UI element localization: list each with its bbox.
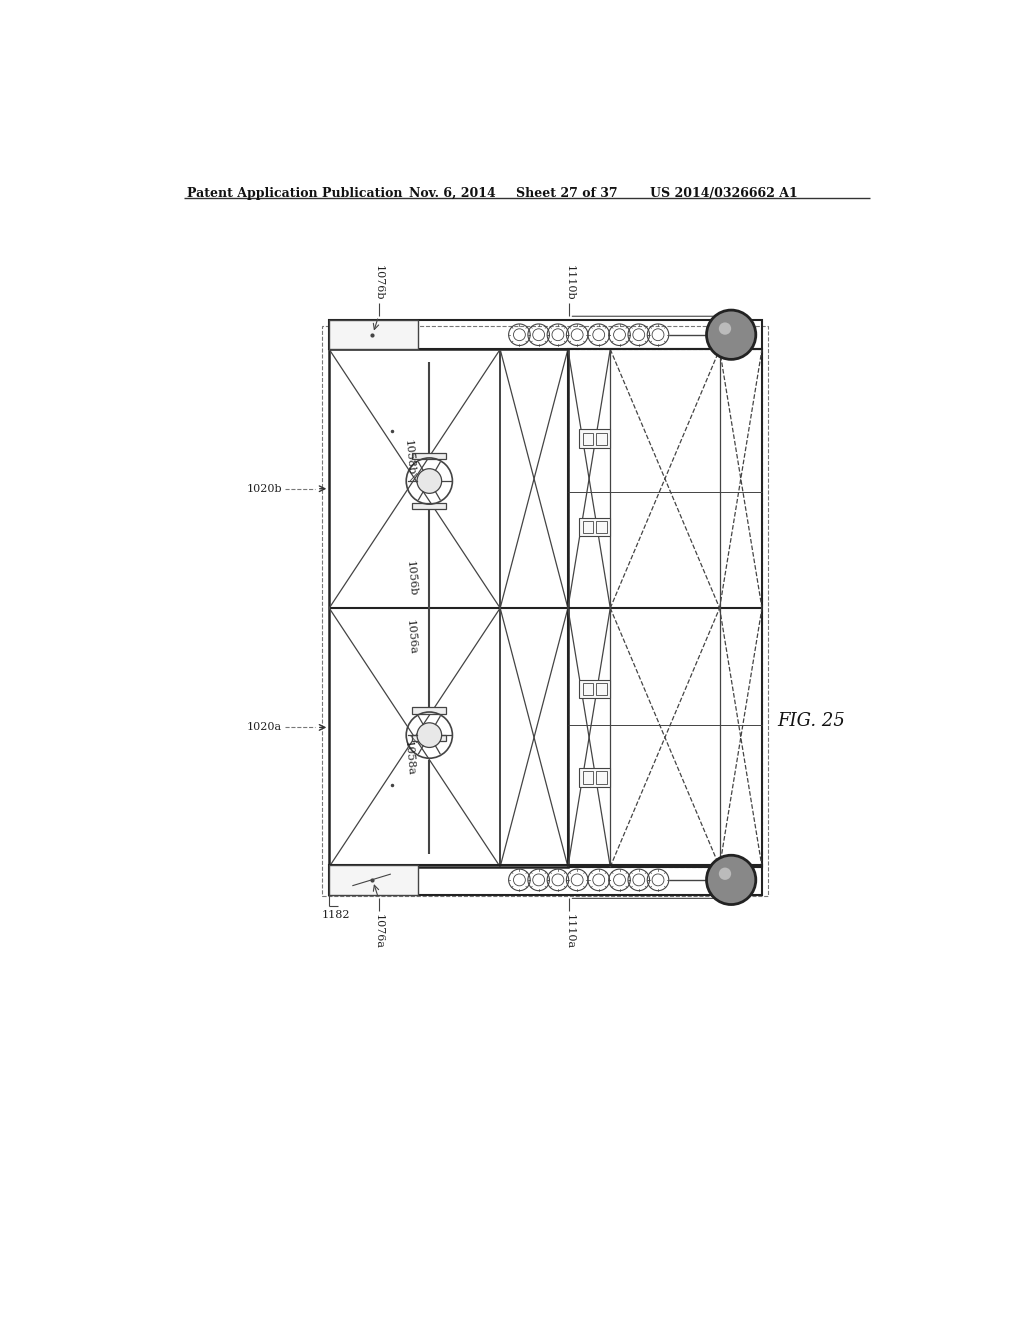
Text: 1020a: 1020a xyxy=(247,722,283,733)
Bar xyxy=(580,680,610,698)
Circle shape xyxy=(719,867,731,880)
Circle shape xyxy=(417,723,441,747)
Bar xyxy=(583,433,593,445)
Bar xyxy=(596,433,607,445)
Bar xyxy=(413,503,446,508)
Circle shape xyxy=(417,469,441,494)
Bar xyxy=(413,735,446,742)
Text: 1020b: 1020b xyxy=(247,483,283,494)
Text: FIG. 25: FIG. 25 xyxy=(777,711,845,730)
Text: 1056b: 1056b xyxy=(404,561,418,597)
Circle shape xyxy=(707,310,756,359)
Text: 1182: 1182 xyxy=(322,909,350,920)
Bar xyxy=(580,768,610,787)
Bar xyxy=(330,866,762,895)
Text: Sheet 27 of 37: Sheet 27 of 37 xyxy=(515,187,617,199)
Bar xyxy=(583,682,593,696)
Bar xyxy=(322,326,768,896)
Text: Patent Application Publication: Patent Application Publication xyxy=(186,187,402,199)
Bar xyxy=(568,350,762,867)
Text: 1076b: 1076b xyxy=(374,265,384,301)
Text: US 2014/0326662 A1: US 2014/0326662 A1 xyxy=(650,187,798,199)
Bar xyxy=(330,350,568,867)
Circle shape xyxy=(719,322,731,335)
Bar xyxy=(583,521,593,533)
Bar xyxy=(580,429,610,447)
Text: Nov. 6, 2014: Nov. 6, 2014 xyxy=(410,187,496,199)
Bar xyxy=(330,321,418,350)
Circle shape xyxy=(707,855,756,904)
Bar xyxy=(580,517,610,536)
Bar xyxy=(596,682,607,696)
Bar xyxy=(413,708,446,714)
Text: 1058a: 1058a xyxy=(402,741,416,776)
Text: 1058b: 1058b xyxy=(402,440,416,477)
Text: 1110a: 1110a xyxy=(564,913,574,949)
Bar xyxy=(330,866,418,895)
Bar xyxy=(583,771,593,784)
Text: 1076a: 1076a xyxy=(374,913,384,949)
Bar xyxy=(596,771,607,784)
Bar xyxy=(413,453,446,459)
Text: 1056a: 1056a xyxy=(404,619,418,655)
Bar xyxy=(330,321,762,350)
Bar xyxy=(596,521,607,533)
Bar xyxy=(568,350,762,867)
Text: 1110b: 1110b xyxy=(564,265,574,301)
